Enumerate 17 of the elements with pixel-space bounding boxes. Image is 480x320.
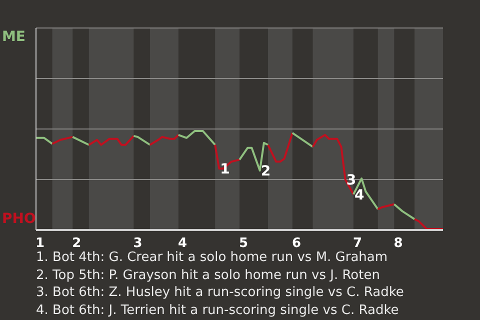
x-tick-label: 4 (178, 236, 188, 252)
x-tick-label: 5 (239, 236, 248, 252)
text: 2. Top 5th: P. Grayson hit a solo home run vs J. Roten (36, 266, 381, 284)
x-tick-label: 2 (72, 236, 82, 252)
x-tick-label: 7 (353, 236, 362, 252)
x-tick-label: 8 (394, 236, 403, 252)
x-tick-label: 1 (36, 236, 45, 252)
text: ME (2, 29, 26, 46)
annotation: 3 (346, 172, 356, 188)
text: 4. Bot 6th: J. Terrien hit a run-scoring single vs C. Radke (36, 302, 400, 319)
annotation: 2 (260, 164, 271, 180)
text: 3. Bot 6th: Z. Husley hit a run-scoring single vs C. Radke (36, 284, 404, 302)
text: PHO (2, 211, 36, 228)
x-tick-label: 3 (133, 236, 142, 252)
x-tick-label: 6 (292, 236, 302, 252)
annotation: 4 (354, 187, 364, 204)
text: 1. Bot 4th: G. Crear hit a solo home run vs M. Graham (36, 250, 388, 265)
